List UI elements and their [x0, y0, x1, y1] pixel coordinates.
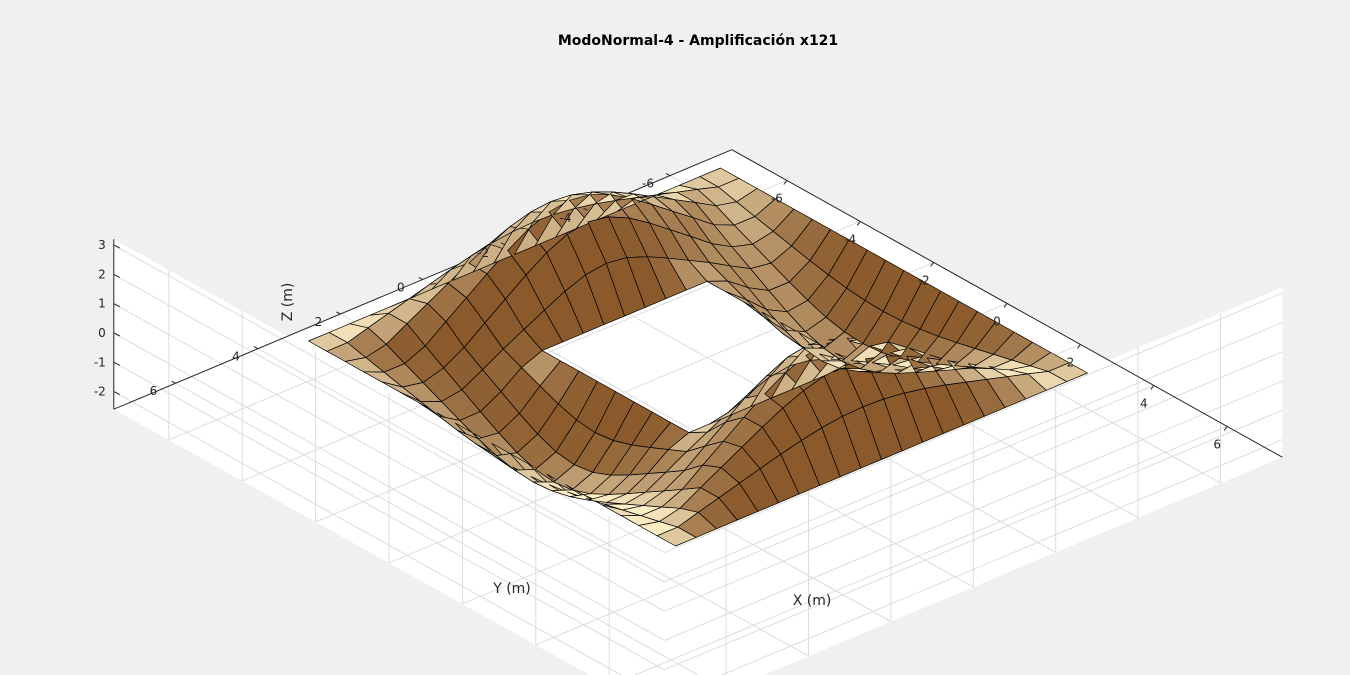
x-tick-label: 6 [1213, 437, 1221, 451]
z-tick-label: -1 [94, 355, 106, 369]
z-tick-label: 3 [98, 238, 106, 252]
x-axis-label: X (m) [793, 593, 832, 609]
y-axis-label: Y (m) [492, 581, 531, 597]
y-tick-label: 0 [397, 280, 405, 294]
z-gridline-back-x [720, 439, 1283, 675]
y-tick-mark [171, 380, 176, 384]
surface-facet [1048, 362, 1088, 382]
y-tick-label: -4 [560, 211, 572, 225]
z-tick-mark [113, 273, 121, 278]
y-tick-mark [418, 276, 424, 280]
x-tick-mark [1077, 344, 1081, 349]
y-tick-mark [665, 173, 671, 177]
tick-labels: -6 -4 -2 0 2 4 6 -6 -4 -2 0 2 4 6 -2 -1 0 1 2 3 [94, 173, 1228, 451]
y-gridline-floor [257, 348, 809, 657]
x-tick-label: -2 [918, 273, 930, 287]
z-tick-mark [113, 244, 121, 249]
z-gridline-back-y [113, 273, 665, 583]
x-tick-mark [856, 221, 861, 226]
z-gridline-back-y [113, 391, 623, 675]
z-tick-label: 1 [98, 297, 106, 311]
z-axis-label: Z (m) [280, 283, 296, 322]
y-tick-label: 2 [315, 315, 323, 329]
x-tick-label: -6 [771, 191, 783, 205]
z-tick-label: 0 [98, 326, 106, 340]
z-tick-mark [113, 391, 121, 396]
x-tick-mark [1223, 426, 1228, 431]
y-tick-mark [500, 242, 506, 246]
z-gridline-back-x [664, 380, 1283, 641]
z-gridline-back-x [664, 351, 1283, 612]
z-gridline-back-y [113, 303, 665, 612]
z-gridline-back-x [664, 292, 1283, 554]
x-tick-label: 4 [1140, 396, 1148, 410]
z-gridline-back-x [664, 409, 1283, 671]
x-tick-label: -4 [844, 232, 856, 246]
z-tick-mark [113, 303, 121, 308]
z-tick-mark [113, 332, 121, 337]
x-tick-mark [1150, 385, 1155, 390]
y-tick-mark [583, 207, 588, 211]
y-tick-mark [336, 311, 341, 315]
z-gridline-back-y [113, 361, 665, 671]
z-tick-label: -2 [94, 385, 106, 399]
z-gridline-back-y [113, 332, 665, 641]
y-tick-label: -2 [477, 246, 489, 260]
x-tick-label: 0 [993, 314, 1001, 328]
z-tick-mark [113, 361, 121, 366]
z-gridline-back-y [113, 244, 665, 554]
x-tick-mark [930, 262, 934, 267]
x-tick-mark [1003, 303, 1008, 308]
y-gridline-floor [175, 382, 699, 675]
y-tick-mark [253, 346, 259, 350]
z-gridline-back-x [664, 321, 1283, 583]
z-tick-label: 2 [98, 267, 106, 281]
x-tick-label: 2 [1067, 355, 1075, 369]
y-tick-label: -6 [642, 177, 654, 191]
y-tick-label: 6 [150, 384, 158, 398]
chart-title: ModoNormal-4 - Amplificación x121 [558, 33, 838, 49]
x-tick-mark [783, 180, 788, 185]
y-axis-line [113, 149, 732, 410]
mode-shape-surface [308, 167, 1088, 547]
y-tick-label: 4 [232, 350, 240, 364]
